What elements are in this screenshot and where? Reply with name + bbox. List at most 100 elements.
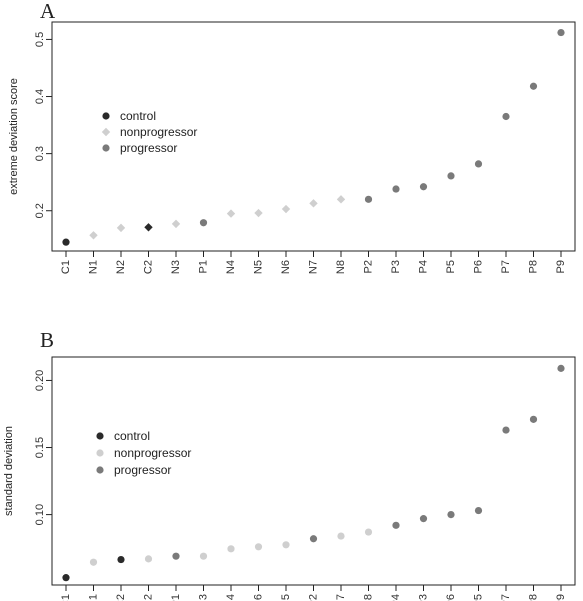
- x-tick-label: P2: [363, 260, 375, 273]
- x-tick-label: P6: [473, 260, 485, 273]
- data-point-p3: [419, 515, 428, 523]
- panel-letter: A: [40, 0, 56, 23]
- data-point-c2: [144, 223, 153, 232]
- x-tick-label: P9: [555, 260, 567, 273]
- x-tick-label: N4: [225, 594, 237, 601]
- panel-letter: B: [40, 328, 54, 352]
- legend-marker-control: [96, 432, 104, 440]
- legend-label-progressor: progressor: [114, 463, 171, 477]
- data-point-p5: [447, 172, 455, 180]
- data-point-p6: [447, 511, 455, 519]
- panel-a: A 0.2 0.3 0.4 0.5 extreme deviation score C1 N1…: [8, 0, 576, 274]
- data-point-n5: [282, 541, 290, 549]
- x-tick-label: N3: [198, 594, 210, 601]
- data-point-n3: [171, 219, 181, 229]
- x-tick-label: P6: [445, 594, 457, 601]
- legend-marker-control: [102, 112, 110, 120]
- data-point-p4: [392, 521, 400, 529]
- data-point-n8: [364, 528, 373, 536]
- y-axis-title: standard deviation: [3, 426, 15, 516]
- x-tick-label: P3: [390, 260, 402, 273]
- x-tick-label: N3: [170, 260, 182, 274]
- x-tick-label: N6: [280, 260, 292, 274]
- data-point-n7: [337, 532, 345, 540]
- x-tick-label: N4: [225, 260, 237, 274]
- data-point-c1: [62, 574, 70, 582]
- x-tick-label: N8: [363, 594, 375, 601]
- x-tick-label: N7: [308, 260, 320, 274]
- x-tick-label: P5: [445, 260, 457, 273]
- x-tick-label: P3: [418, 594, 430, 601]
- x-tick-label: N5: [253, 260, 265, 274]
- data-point-c1: [62, 238, 70, 246]
- x-tick-label: P9: [555, 594, 567, 601]
- data-point-p2: [364, 195, 373, 203]
- legend-label-nonprogressor: nonprogressor: [114, 446, 191, 460]
- legend-label-control: control: [120, 109, 156, 123]
- legend-label-nonprogressor: nonprogressor: [120, 125, 197, 139]
- x-tick-label: N5: [280, 594, 292, 601]
- y-tick-label: 0.15: [34, 437, 46, 458]
- legend-marker-progressor: [102, 144, 110, 152]
- data-point-p7: [502, 426, 510, 434]
- legend: control nonprogressor progressor: [96, 429, 191, 477]
- x-tick-label: C2: [115, 594, 127, 601]
- y-axis-title: extreme deviation score: [8, 78, 20, 195]
- data-point-p6: [474, 160, 483, 168]
- data-point-p8: [529, 82, 538, 90]
- x-tick-label: P7: [500, 260, 512, 273]
- data-point-p7: [502, 112, 510, 121]
- x-tick-label: N1: [88, 260, 100, 274]
- x-tick-label: P8: [528, 260, 540, 273]
- x-tick-label: P4: [390, 594, 402, 601]
- x-tick-label: N8: [335, 260, 347, 274]
- data-point-n4: [227, 545, 235, 553]
- data-point-n4: [226, 209, 236, 218]
- y-tick-label: 0.5: [34, 32, 46, 47]
- x-tick-label: N7: [335, 594, 347, 601]
- data-point-n2: [144, 555, 153, 563]
- x-tick-label: N6: [253, 594, 265, 601]
- x-tick-label: P5: [473, 594, 485, 601]
- x-tick-label: P1: [198, 260, 210, 273]
- y-tick-label: 0.3: [34, 146, 46, 161]
- y-tick-label: 0.10: [34, 504, 46, 525]
- data-point-p9: [557, 28, 565, 37]
- data-point-p1: [172, 552, 180, 560]
- legend-marker-progressor: [96, 466, 104, 474]
- y-tick-label: 0.4: [34, 89, 46, 104]
- legend: control nonprogressor progressor: [101, 109, 197, 155]
- data-point-n8: [336, 195, 346, 204]
- x-tick-label: N2: [143, 594, 155, 601]
- data-point-n6: [281, 204, 291, 214]
- data-point-p2: [309, 535, 318, 543]
- data-point-n5: [254, 208, 263, 218]
- data-point-p5: [474, 506, 483, 515]
- data-point-n1: [89, 558, 98, 566]
- data-point-c2: [117, 555, 125, 564]
- data-point-n6: [254, 543, 263, 551]
- x-tick-label: C2: [143, 260, 155, 274]
- data-point-p1: [199, 219, 208, 227]
- x-tick-label: C1: [60, 260, 72, 274]
- data-point-p8: [529, 415, 538, 423]
- x-tick-label: P7: [500, 594, 512, 601]
- data-point-p4: [419, 183, 428, 191]
- data-point-p3: [392, 185, 400, 193]
- legend-marker-nonprogressor: [101, 127, 111, 137]
- data-point-n3: [199, 552, 208, 560]
- data-point-n7: [309, 199, 318, 208]
- data-point-n1: [89, 231, 98, 240]
- legend-label-progressor: progressor: [120, 141, 177, 155]
- y-tick-label: 0.2: [34, 203, 46, 218]
- x-tick-label: C1: [60, 594, 72, 601]
- legend-label-control: control: [114, 429, 150, 443]
- x-tick-label: P8: [528, 594, 540, 601]
- x-tick-label: P2: [308, 594, 320, 601]
- data-point-p9: [557, 364, 565, 372]
- x-tick-label: P4: [418, 260, 430, 273]
- x-tick-label: N1: [88, 594, 100, 601]
- data-point-n2: [116, 223, 126, 233]
- x-tick-label: P1: [170, 594, 182, 601]
